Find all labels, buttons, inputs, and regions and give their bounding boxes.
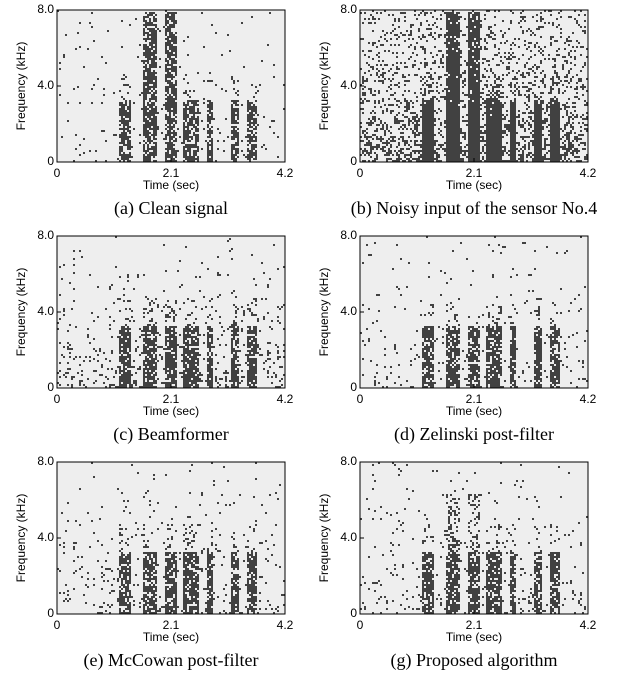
- x-tick-label: 4.2: [277, 618, 294, 632]
- y-tick-label: 0: [350, 154, 357, 168]
- y-tick-label: 0: [47, 606, 54, 620]
- spectrogram-texture: [57, 462, 285, 614]
- y-tick-label: 0: [350, 380, 357, 394]
- x-tick-label: 0: [357, 166, 364, 180]
- y-axis-label: Frequency (kHz): [14, 42, 28, 131]
- y-tick-label: 8.0: [37, 228, 54, 242]
- x-axis-label: Time (sec): [143, 630, 199, 644]
- caption: (c) Beamformer: [113, 424, 228, 445]
- spectrogram-texture: [57, 236, 285, 388]
- x-tick-label: 2.1: [466, 392, 483, 406]
- x-tick-label: 0: [357, 392, 364, 406]
- caption: (b) Noisy input of the sensor No.4: [351, 198, 597, 219]
- y-tick-label: 4.0: [37, 78, 54, 92]
- y-axis-label: Frequency (kHz): [317, 42, 331, 131]
- x-tick-label: 4.2: [580, 166, 597, 180]
- x-tick-label: 0: [357, 618, 364, 632]
- x-tick-label: 4.2: [277, 166, 294, 180]
- x-axis-label: Time (sec): [143, 404, 199, 418]
- spectrogram-texture: [360, 462, 588, 614]
- x-tick-label: 2.1: [163, 166, 180, 180]
- y-axis-label: Frequency (kHz): [317, 268, 331, 357]
- caption: (g) Proposed algorithm: [391, 650, 558, 671]
- x-axis-label: Time (sec): [446, 178, 502, 192]
- y-tick-label: 8.0: [340, 454, 357, 468]
- y-tick-label: 0: [47, 154, 54, 168]
- y-tick-label: 4.0: [340, 304, 357, 318]
- y-tick-label: 4.0: [37, 530, 54, 544]
- plot-area: [360, 236, 588, 388]
- y-axis-label: Frequency (kHz): [14, 494, 28, 583]
- x-tick-label: 0: [54, 166, 61, 180]
- x-axis-label: Time (sec): [446, 630, 502, 644]
- caption: (e) McCowan post-filter: [84, 650, 259, 671]
- x-tick-label: 4.2: [277, 392, 294, 406]
- y-tick-label: 4.0: [340, 530, 357, 544]
- x-tick-label: 2.1: [163, 618, 180, 632]
- caption: (d) Zelinski post-filter: [394, 424, 554, 445]
- x-axis-label: Time (sec): [143, 178, 199, 192]
- spectrogram-texture: [360, 236, 588, 388]
- x-tick-label: 0: [54, 618, 61, 632]
- x-tick-label: 4.2: [580, 618, 597, 632]
- spectrogram-texture: [57, 10, 285, 162]
- x-tick-label: 2.1: [466, 166, 483, 180]
- y-tick-label: 0: [47, 380, 54, 394]
- spectrogram-texture: [360, 10, 588, 162]
- y-tick-label: 8.0: [37, 2, 54, 16]
- y-tick-label: 4.0: [37, 304, 54, 318]
- y-tick-label: 8.0: [37, 454, 54, 468]
- y-axis-label: Frequency (kHz): [317, 494, 331, 583]
- y-tick-label: 8.0: [340, 2, 357, 16]
- y-axis-label: Frequency (kHz): [14, 268, 28, 357]
- x-tick-label: 4.2: [580, 392, 597, 406]
- x-tick-label: 2.1: [466, 618, 483, 632]
- y-tick-label: 0: [350, 606, 357, 620]
- caption: (a) Clean signal: [114, 198, 228, 219]
- x-tick-label: 0: [54, 392, 61, 406]
- x-axis-label: Time (sec): [446, 404, 502, 418]
- y-tick-label: 4.0: [340, 78, 357, 92]
- x-tick-label: 2.1: [163, 392, 180, 406]
- y-tick-label: 8.0: [340, 228, 357, 242]
